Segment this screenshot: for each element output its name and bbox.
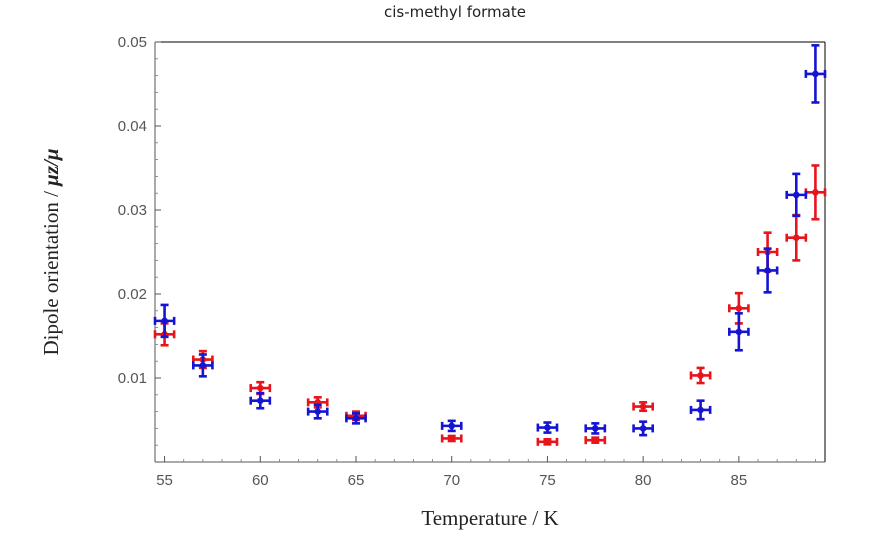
point-marker [735, 328, 743, 336]
data-point [689, 399, 712, 421]
data-point [306, 403, 329, 420]
data-point [785, 172, 808, 218]
point-marker [792, 191, 800, 199]
point-marker [314, 408, 322, 415]
y-tick-label: 0.04 [118, 118, 147, 135]
x-tick-label: 75 [539, 472, 556, 489]
data-point [153, 303, 176, 339]
y-axis-ticks: 0.01 0.02 0.03 0.04 0.05 [118, 34, 161, 446]
data-point [536, 437, 559, 446]
point-marker [764, 267, 771, 274]
point-marker [735, 304, 743, 312]
data-point [632, 420, 655, 437]
y-tick-label: 0.02 [118, 286, 147, 303]
data-point [785, 213, 808, 262]
x-tick-label: 60 [252, 472, 269, 489]
point-marker [697, 406, 704, 414]
data-point [249, 391, 272, 410]
series-0 [153, 164, 827, 446]
data-point [804, 164, 827, 221]
point-marker [639, 425, 647, 432]
y-tick-label: 0.05 [118, 34, 147, 51]
point-marker [352, 415, 360, 422]
data-point [584, 436, 607, 445]
y-tick-label: 0.01 [118, 370, 147, 387]
series-1 [153, 44, 827, 437]
x-axis-label: Temperature / K [421, 506, 558, 530]
y-axis-label-prefix: Dipole orientation / [39, 186, 63, 356]
point-marker [161, 317, 168, 325]
plot-frame [154, 41, 826, 463]
point-marker [792, 234, 800, 242]
x-tick-label: 65 [348, 472, 365, 489]
point-marker [256, 384, 264, 392]
data-point [756, 247, 779, 294]
point-marker [199, 362, 207, 369]
x-tick-label: 85 [731, 472, 748, 489]
point-marker [448, 435, 456, 442]
point-marker [448, 422, 456, 430]
point-marker [639, 403, 647, 410]
data-point [536, 421, 559, 434]
point-marker [544, 424, 551, 431]
chart-title: cis-methyl formate [384, 3, 526, 21]
x-axis-ticks: 55 60 65 70 75 80 85 [156, 456, 816, 489]
point-marker [256, 397, 264, 404]
data-point [727, 312, 750, 352]
data-points [153, 44, 827, 446]
y-axis-label: Dipole orientation / μz/μ [39, 148, 63, 355]
data-point [632, 401, 655, 413]
point-marker [591, 436, 599, 444]
point-marker [812, 189, 819, 196]
x-tick-label: 80 [635, 472, 652, 489]
data-point [584, 422, 607, 435]
point-marker [697, 372, 704, 379]
data-point [345, 411, 367, 425]
point-marker [544, 438, 551, 446]
y-axis-label-math: μz/μ [39, 148, 63, 186]
point-marker [591, 425, 599, 432]
x-tick-label: 55 [156, 472, 173, 489]
point-marker [812, 70, 819, 78]
x-tick-label: 70 [443, 472, 460, 489]
data-point [191, 353, 214, 378]
y-tick-label: 0.03 [118, 202, 147, 219]
data-point [440, 434, 463, 443]
data-point [440, 419, 463, 433]
data-point [804, 44, 827, 104]
data-point [689, 366, 712, 385]
